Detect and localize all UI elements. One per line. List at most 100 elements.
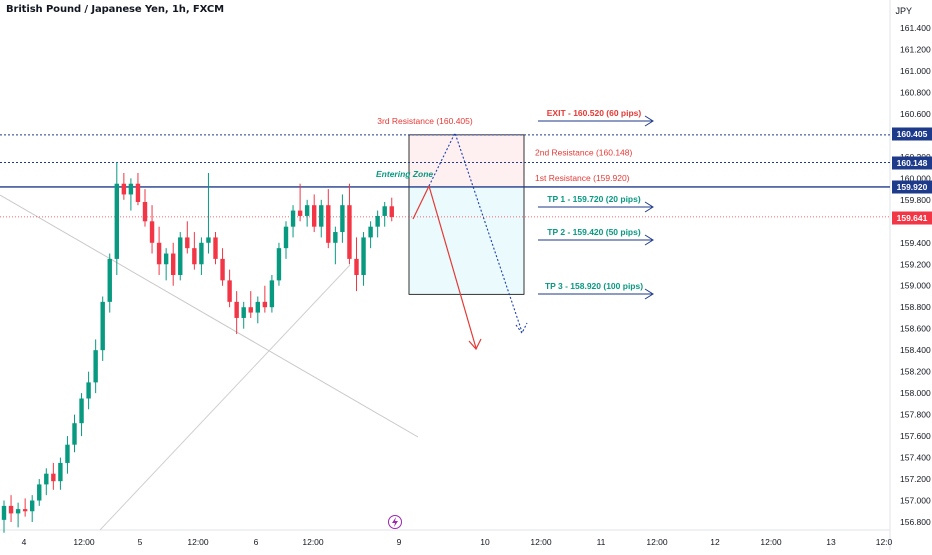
entering-zone-label: Entering Zone (376, 169, 433, 179)
ascending-trendline (99, 264, 351, 531)
x-tick-label: 10 (480, 537, 490, 547)
x-tick-label: 5 (138, 537, 143, 547)
y-tick-label: 161.200 (900, 44, 931, 54)
price-badge-text: 160.148 (897, 158, 928, 168)
candle-body (44, 473, 49, 485)
candle-body (347, 205, 352, 259)
y-tick-label: 159.000 (900, 281, 931, 291)
candle-body (79, 398, 84, 424)
candle-body (319, 205, 324, 227)
price-badge (892, 156, 932, 170)
candle-body (72, 423, 77, 445)
candle-body (51, 473, 56, 482)
candle-body (149, 221, 155, 243)
projection-arrow-dotted-head (515, 322, 528, 335)
y-tick-label: 157.000 (900, 496, 931, 506)
x-tick-label: 12:00 (530, 537, 552, 547)
target-arrow-head (644, 288, 654, 300)
candle-body (93, 350, 98, 383)
y-tick-label: 158.800 (900, 302, 931, 312)
y-tick-label: 158.000 (900, 388, 931, 398)
candle-body (121, 183, 127, 195)
candle-body (58, 462, 63, 482)
target-label: TP 2 - 159.420 (50 pips) (547, 227, 641, 237)
candle-body (163, 253, 169, 265)
candle-body (389, 206, 394, 218)
candle-body (135, 183, 141, 202)
candle-body (114, 183, 119, 259)
target-arrow-head (644, 115, 654, 127)
x-tick-label: 4 (22, 537, 27, 547)
candle-body (142, 201, 148, 222)
candle-body (30, 500, 35, 512)
candle-body (185, 237, 190, 249)
y-tick-label: 161.000 (900, 66, 931, 76)
candle-body (283, 226, 289, 249)
candle-body (213, 237, 218, 259)
x-tick-label: 13 (826, 537, 836, 547)
resistance-2-label: 2nd Resistance (160.148) (535, 147, 633, 157)
candle-body (1, 505, 7, 520)
target-label: TP 1 - 159.720 (20 pips) (547, 194, 641, 204)
y-tick-label: 158.600 (900, 324, 931, 334)
descending-trendline (0, 194, 419, 438)
candle-body (368, 226, 373, 238)
x-tick-label: 11 (597, 537, 606, 547)
x-tick-label: 12:00 (760, 537, 782, 547)
x-tick-label: 12:00 (73, 537, 95, 547)
y-tick-label: 159.200 (900, 259, 931, 269)
candle-body (8, 505, 14, 514)
candle-body (128, 183, 134, 195)
candle-body (241, 307, 246, 318)
candle-body (354, 258, 359, 275)
candle-body (297, 210, 303, 216)
candle-body (304, 205, 310, 216)
target-label: TP 3 - 158.920 (100 pips) (545, 281, 643, 291)
candle-body (262, 301, 268, 308)
y-tick-label: 156.800 (900, 517, 931, 527)
price-badge (892, 211, 932, 225)
x-tick-label: 12:0 (876, 537, 893, 547)
candle-body (15, 509, 21, 514)
resistance-3-label: 3rd Resistance (160.405) (377, 116, 473, 126)
price-badge (892, 127, 932, 141)
candle-body (361, 237, 366, 275)
y-tick-label: 159.800 (900, 195, 931, 205)
candle-body (382, 206, 387, 216)
currency-label: JPY (895, 6, 912, 16)
candle-body (375, 215, 380, 227)
x-tick-label: 12:00 (302, 537, 324, 547)
x-tick-label: 12:00 (187, 537, 209, 547)
candle-body (333, 232, 338, 243)
resistance-zone-box (408, 134, 525, 188)
target-arrow-head (644, 234, 654, 246)
price-badge (892, 180, 932, 194)
y-tick-label: 157.800 (900, 410, 931, 420)
candle-body (156, 242, 162, 265)
y-tick-label: 160.000 (900, 173, 931, 183)
target-arrow-head (644, 201, 654, 213)
candle-body (255, 301, 260, 313)
candle-body (248, 307, 253, 313)
candle-body (171, 253, 176, 275)
candle-body (37, 484, 42, 501)
candle-body (22, 509, 28, 512)
candle-body (199, 242, 204, 265)
x-tick-label: 9 (397, 537, 402, 547)
candle-body (206, 237, 211, 243)
candle-body (178, 237, 183, 275)
candle-body (100, 301, 105, 351)
y-tick-label: 161.400 (900, 23, 931, 33)
candle-body (276, 248, 282, 281)
candle-body (192, 248, 197, 265)
x-tick-label: 12:00 (646, 537, 668, 547)
target-label: EXIT - 160.520 (60 pips) (547, 108, 642, 118)
y-tick-label: 158.400 (900, 345, 931, 355)
projection-arrow-solid-head (468, 338, 482, 351)
lightning-icon-bolt (392, 517, 398, 527)
y-tick-label: 157.200 (900, 474, 931, 484)
candle-body (290, 210, 296, 227)
candle-body (269, 280, 275, 308)
